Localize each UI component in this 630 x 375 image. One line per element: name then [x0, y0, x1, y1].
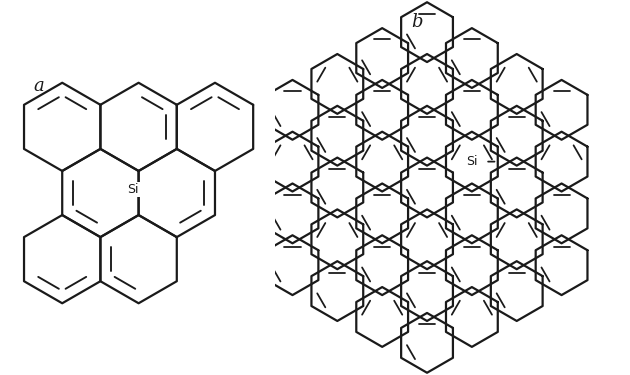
Text: a: a [34, 77, 45, 95]
Text: b: b [411, 13, 423, 31]
Text: Si: Si [127, 183, 139, 196]
Text: Si: Si [466, 155, 478, 168]
